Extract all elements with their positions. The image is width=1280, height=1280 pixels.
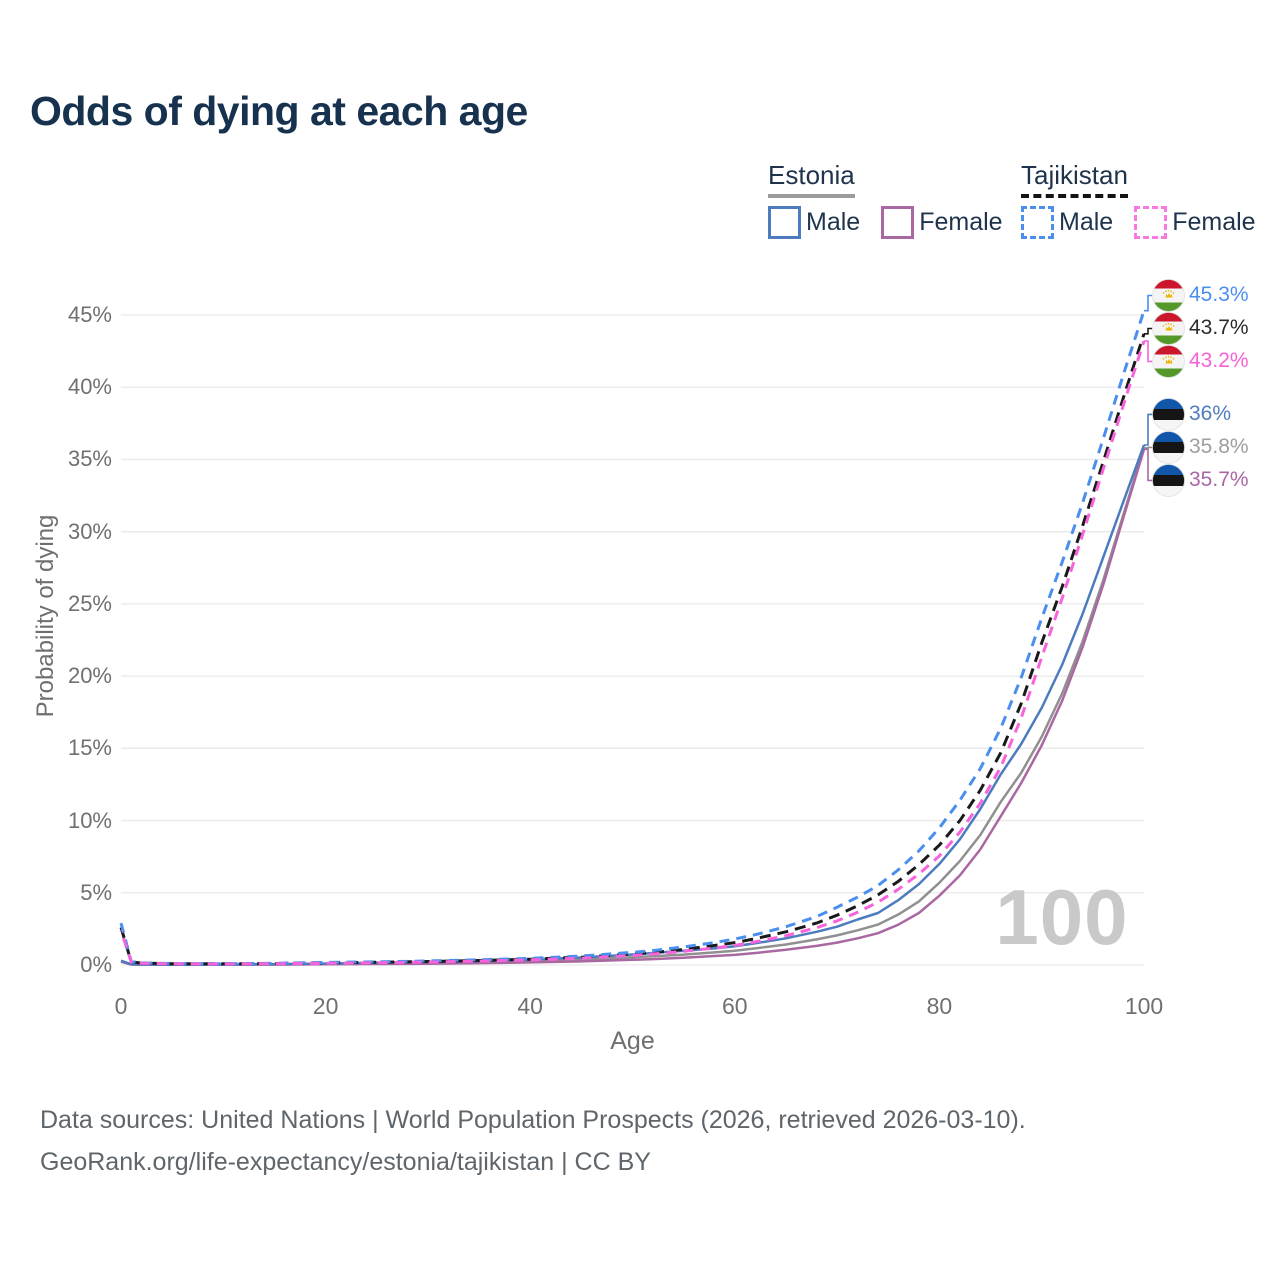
end-label-row-taj_both: 43.7%: [1152, 312, 1249, 345]
y-tick-15%: 15%: [67, 735, 112, 761]
end-label-row-taj_male: 45.3%: [1152, 279, 1249, 312]
y-tick-25%: 25%: [67, 590, 112, 616]
series-line-estonia-both-sexes: [120, 447, 1146, 966]
data-sources-text: Data sources: United Nations | World Pop…: [40, 1106, 1026, 1134]
legend-label-estonia-female: Female: [919, 208, 1003, 236]
x-tick-0: 0: [114, 993, 128, 1019]
end-label-row-taj_female: 43.2%: [1152, 345, 1249, 378]
end-label-row-est_both: 35.8%: [1152, 431, 1249, 464]
x-tick-60: 60: [722, 993, 748, 1019]
y-tick-5%: 5%: [80, 879, 112, 905]
y-axis-title: Probability of dying: [32, 514, 59, 718]
series-line-tajikistan-both-sexes: [119, 333, 1146, 966]
end-label-connector: [1144, 448, 1153, 482]
x-tick-40: 40: [517, 993, 543, 1019]
page-title: Odds of dying at each age: [30, 88, 528, 134]
tajikistan-female-swatch: [1134, 206, 1168, 239]
end-label-connector: [1144, 413, 1153, 446]
tajikistan-flag-icon: [1152, 312, 1185, 345]
y-tick-45%: 45%: [67, 302, 112, 327]
x-tick-100: 100: [1124, 993, 1164, 1019]
end-label-row-est_male: 36%: [1152, 398, 1231, 431]
y-tick-40%: 40%: [67, 374, 112, 400]
legend-group-tajikistan: Tajikistan Male Female: [1021, 160, 1256, 239]
y-tick-10%: 10%: [67, 807, 112, 833]
legend-item-estonia-female[interactable]: Female: [881, 206, 1003, 239]
legend-item-tajikistan-female[interactable]: Female: [1134, 206, 1256, 239]
end-label-row-est_female: 35.7%: [1152, 464, 1249, 497]
end-label-connector: [1144, 446, 1153, 449]
attribution-text: GeoRank.org/life-expectancy/estonia/taji…: [40, 1148, 651, 1176]
end-label-connector: [1144, 327, 1153, 335]
end-label-connector: [1144, 294, 1153, 312]
end-value-label-est_male: 36%: [1189, 402, 1232, 426]
series-line-estonia-female: [120, 448, 1146, 966]
estonia-flag-icon: [1152, 431, 1185, 464]
end-label-connector: [1144, 340, 1153, 363]
tajikistan-flag-icon: [1152, 345, 1185, 378]
tajikistan-male-swatch: [1021, 206, 1054, 239]
series-line-estonia-male: [120, 444, 1146, 966]
legend-item-tajikistan-male[interactable]: Male: [1021, 206, 1113, 239]
y-tick-30%: 30%: [67, 518, 112, 544]
y-tick-35%: 35%: [67, 446, 112, 472]
estonia-flag-icon: [1152, 464, 1185, 497]
series-line-tajikistan-male: [119, 310, 1146, 966]
estonia-flag-icon: [1152, 398, 1185, 431]
end-value-label-taj_male: 45.3%: [1189, 283, 1249, 307]
age-counter-watermark: 100: [995, 873, 1129, 961]
y-tick-20%: 20%: [67, 663, 112, 689]
end-value-label-est_both: 35.8%: [1189, 435, 1249, 459]
legend-label-tajikistan-female: Female: [1172, 208, 1256, 236]
end-value-label-taj_both: 43.7%: [1189, 316, 1249, 340]
legend-label-estonia-male: Male: [806, 208, 861, 236]
end-value-label-taj_female: 43.2%: [1189, 349, 1249, 373]
series-line-tajikistan-female: [119, 340, 1146, 966]
x-axis-title: Age: [610, 1027, 655, 1055]
y-tick-0%: 0%: [80, 952, 112, 977]
x-tick-20: 20: [312, 993, 339, 1019]
legend-country-estonia[interactable]: Estonia: [768, 160, 855, 198]
tajikistan-flag-icon: [1152, 279, 1185, 312]
legend-label-tajikistan-male: Male: [1059, 208, 1114, 236]
end-value-label-est_female: 35.7%: [1189, 468, 1249, 492]
legend-country-tajikistan[interactable]: Tajikistan: [1021, 160, 1128, 198]
estonia-male-swatch: [768, 206, 801, 239]
estonia-female-swatch: [881, 206, 915, 239]
legend-item-estonia-male[interactable]: Male: [768, 206, 860, 239]
legend-group-estonia: Estonia Male Female: [768, 160, 1003, 239]
x-tick-80: 80: [926, 993, 953, 1019]
